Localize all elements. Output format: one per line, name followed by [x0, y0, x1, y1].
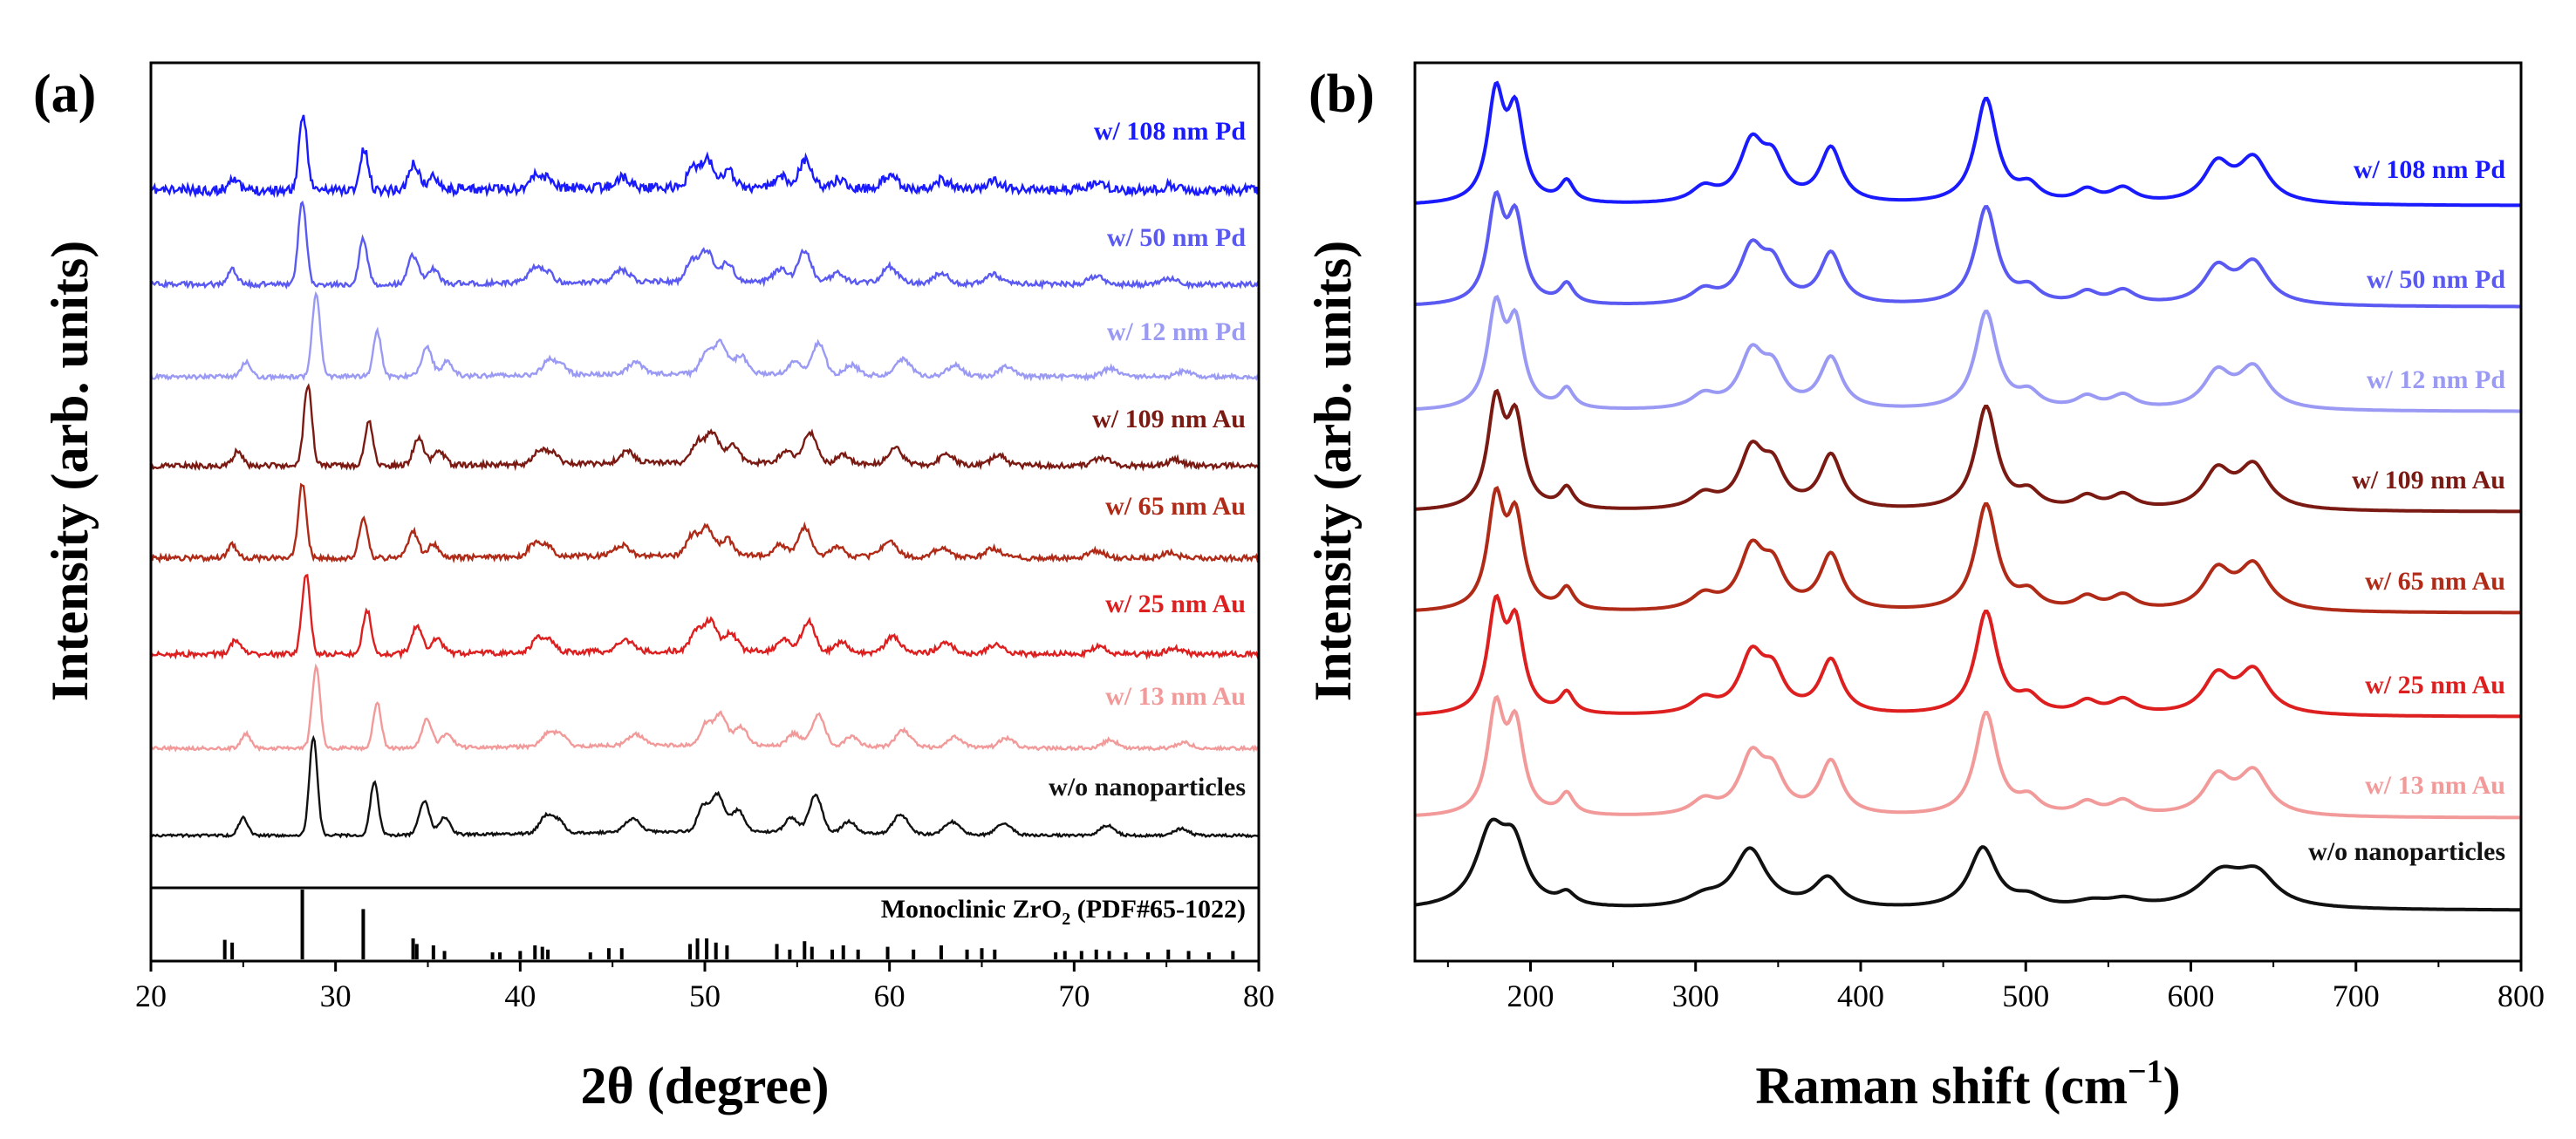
panel-b-series-label-5: w/ 65 nm Au — [2365, 567, 2505, 596]
panel-a-reference-pattern — [222, 890, 1235, 959]
panel-b-plot-area: w/ 108 nm Pd w/ 50 nm Pd w/ 12 nm Pd w/ 109… — [1414, 80, 2521, 912]
panel-b-series-label-4: w/ 109 nm Au — [2352, 466, 2505, 494]
panel-b-series-line-7 — [1414, 694, 2521, 820]
panel-b-series-line-4 — [1414, 388, 2521, 514]
panel-a-series-label-2: w/ 50 nm Pd — [1107, 223, 1247, 252]
panel-b-series-label-1: w/ 108 nm Pd — [2354, 155, 2506, 184]
panel-a-series-line-8 — [149, 734, 1260, 839]
panel-b-series-label-6: w/ 25 nm Au — [2365, 671, 2505, 699]
panel-a-series-label-6: w/ 25 nm Au — [1105, 590, 1246, 618]
panel-b-series-line-8 — [1414, 817, 2521, 912]
panel-a-label: (a) — [33, 65, 96, 124]
panel-a-series-line-4 — [149, 383, 1260, 472]
panel-b-x-ticks: 200 300 400 500 600 700 800 — [1446, 961, 2545, 1013]
panel-b-series-label-3: w/ 12 nm Pd — [2367, 365, 2506, 394]
panel-a-series-line-2 — [150, 200, 1261, 290]
panel-b-x-tick-label-200: 200 — [1507, 979, 1554, 1013]
panel-b-series-line-3 — [1414, 294, 2521, 413]
panel-b-label: (b) — [1308, 65, 1375, 124]
panel-b-y-axis-title: Intensity (arb. units) — [1304, 241, 1362, 701]
panel-a-series-label-1: w/ 108 nm Pd — [1094, 117, 1247, 146]
panel-b-x-tick-label-300: 300 — [1672, 979, 1719, 1013]
panel-b-series-label-8: w/o nanoparticles — [2308, 837, 2505, 866]
panel-b-x-tick-label-800: 800 — [2497, 979, 2545, 1013]
panel-a-x-tick-label-40: 40 — [504, 979, 536, 1013]
panel-a-plot-area: w/ 108 nm Pd w/ 50 nm Pd w/ 12 nm Pd w/ 109… — [149, 114, 1261, 839]
panel-b-series-label-2: w/ 50 nm Pd — [2367, 265, 2506, 294]
panel-a-xrd: (a) w/ 108 nm Pdw/ 50 nm Pdw/ 12 nm Pdw/… — [33, 61, 1274, 1115]
panel-a-reference-label: Monoclinic ZrO2 (PDF#65-1022) — [881, 895, 1246, 929]
panel-a-series-label-4: w/ 109 nm Au — [1092, 405, 1246, 433]
panel-b-series-line-1 — [1414, 80, 2521, 208]
panel-a-series-label-3: w/ 12 nm Pd — [1107, 317, 1247, 346]
panel-a-series-line-6 — [149, 573, 1261, 661]
panel-b-x-axis-title: Raman shift (cm−1) — [1755, 1054, 2180, 1115]
panel-a-series-line-5 — [149, 482, 1260, 564]
panel-a-series-label-5: w/ 65 nm Au — [1105, 492, 1246, 521]
panel-b-frame — [1413, 61, 2523, 963]
panel-a-x-tick-label-60: 60 — [874, 979, 905, 1013]
panel-b-x-tick-label-500: 500 — [2002, 979, 2049, 1013]
panel-a-x-tick-label-80: 80 — [1243, 979, 1274, 1013]
panel-a-frame — [149, 61, 1261, 963]
panel-b-x-tick-label-700: 700 — [2333, 979, 2380, 1013]
panel-a-series-label-8: w/o nanoparticles — [1049, 773, 1246, 801]
panel-a-series-label-7: w/ 13 nm Au — [1105, 682, 1246, 711]
panel-b-x-tick-label-600: 600 — [2167, 979, 2214, 1013]
panel-a-series-line-1 — [149, 114, 1261, 199]
panel-a-x-tick-label-50: 50 — [689, 979, 721, 1013]
panel-b-series-line-2 — [1414, 189, 2521, 309]
panel-b-x-tick-label-400: 400 — [1837, 979, 1884, 1013]
panel-a-x-ticks: 20 30 40 50 60 70 80 — [135, 961, 1274, 1013]
panel-b-series-line-6 — [1414, 593, 2521, 719]
panel-a-x-tick-label-30: 30 — [320, 979, 352, 1013]
panel-b-series-label-7: w/ 13 nm Au — [2365, 771, 2505, 800]
panel-a-series-line-7 — [150, 663, 1260, 753]
panel-a-series-line-3 — [149, 290, 1260, 383]
panel-a-x-tick-label-20: 20 — [135, 979, 167, 1013]
panel-a-x-axis-title: 2θ (degree) — [580, 1057, 829, 1115]
panel-a-y-axis-title: Intensity (arb. units) — [41, 241, 99, 701]
panel-a-x-tick-label-70: 70 — [1058, 979, 1090, 1013]
panel-b-raman: (b) w/ 108 nm Pdw/ 50 nm Pdw/ 12 nm Pdw/… — [1304, 61, 2545, 1115]
panel-b-series-line-5 — [1414, 485, 2521, 615]
